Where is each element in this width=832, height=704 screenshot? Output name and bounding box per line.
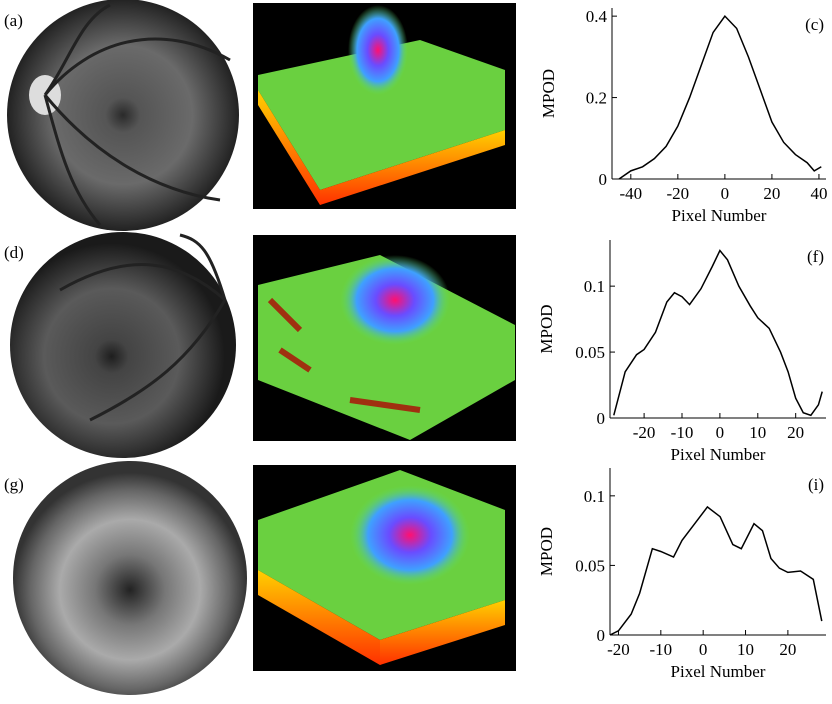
surface-side	[380, 600, 505, 665]
panel-label: (e)	[478, 243, 497, 262]
x-tick-label: -10	[649, 640, 672, 659]
panel-label: (i)	[808, 475, 824, 494]
x-tick-label: 20	[779, 640, 796, 659]
vessels	[59, 233, 227, 422]
y-tick-label: 0	[599, 170, 608, 189]
x-tick-label: -20	[633, 423, 656, 442]
images	[7, 0, 516, 695]
fundus-image	[7, 0, 239, 231]
panel-label: (a)	[4, 11, 23, 30]
surface-peak	[340, 255, 450, 345]
x-tick-label: 10	[737, 640, 754, 659]
x-axis-label: Pixel Number	[672, 206, 767, 225]
y-tick-label: 0.05	[575, 343, 605, 362]
data-line	[613, 249, 823, 417]
surface-peak	[350, 485, 470, 585]
x-axis-label: Pixel Number	[671, 445, 766, 464]
panel-label: (g)	[4, 475, 24, 494]
x-tick-label: -20	[607, 640, 630, 659]
panel-label: (h)	[478, 475, 498, 494]
y-tick-label: 0.1	[584, 277, 605, 296]
surface-peak	[348, 5, 408, 95]
panel-label: (c)	[805, 15, 824, 34]
y-axis-label: MPOD	[537, 304, 556, 353]
surface-side	[258, 570, 380, 665]
data-line	[609, 505, 823, 636]
panel-labels: (a) (b) (d) (e) (g) (h)	[4, 11, 498, 494]
x-tick-label: 10	[749, 423, 766, 442]
surface	[258, 255, 515, 440]
x-tick-label: -10	[671, 423, 694, 442]
y-tick-label: 0.1	[584, 487, 605, 506]
x-tick-label: -20	[667, 184, 690, 203]
y-axis-label: MPOD	[539, 69, 558, 118]
panel-label: (f)	[807, 247, 824, 266]
y-tick-label: 0	[597, 626, 606, 645]
mpod-map	[13, 461, 247, 695]
surface-dips	[267, 297, 421, 413]
x-tick-label: 0	[721, 184, 730, 203]
x-tick-label: -40	[619, 184, 642, 203]
surface-side	[258, 90, 320, 205]
surface	[258, 40, 505, 190]
data-line	[618, 14, 822, 180]
y-tick-label: 0.2	[586, 89, 607, 108]
surface-side	[320, 130, 505, 205]
y-tick-label: 0	[597, 409, 606, 428]
x-tick-label: 0	[699, 640, 708, 659]
y-axis-label: MPOD	[537, 527, 556, 576]
x-tick-label: 20	[787, 423, 804, 442]
y-tick-label: 0.05	[575, 556, 605, 575]
fundus-image	[10, 232, 236, 458]
panel-label: (d)	[4, 243, 24, 262]
y-tick-label: 0.4	[586, 7, 608, 26]
vessels	[43, 3, 231, 226]
x-tick-label: 0	[716, 423, 725, 442]
x-tick-label: 40	[810, 184, 827, 203]
panel-label: (b)	[478, 11, 498, 30]
x-axis-label: Pixel Number	[671, 662, 766, 681]
x-tick-label: 20	[763, 184, 780, 203]
